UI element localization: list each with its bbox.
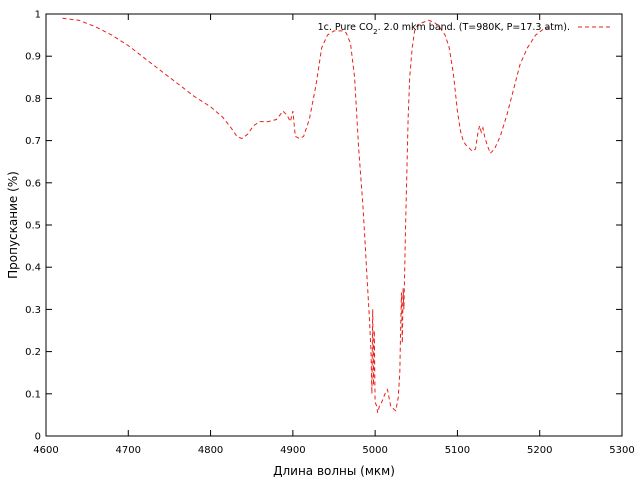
- y-tick-label: 0.5: [25, 221, 41, 232]
- y-tick-label: 0.7: [25, 136, 41, 147]
- y-tick-label: 0.3: [25, 305, 41, 316]
- legend: 1c. Pure CO2. 2.0 mkm band. (T=980K, P=1…: [318, 22, 612, 36]
- x-tick-label: 4600: [33, 445, 58, 456]
- legend-label-part-1: 1c. Pure CO: [318, 22, 374, 33]
- y-tick-label: 0.8: [25, 94, 41, 105]
- x-tick-label: 5100: [445, 445, 470, 456]
- legend-label: 1c. Pure CO2. 2.0 mkm band. (T=980K, P=1…: [318, 22, 570, 36]
- series-line: [62, 17, 550, 413]
- legend-label-subscript: 2: [373, 28, 377, 36]
- plot-frame: [45, 13, 623, 437]
- x-axis-ticks: 4600 4700 4800 4900 5000 5100 5200 5300: [33, 14, 635, 456]
- x-axis-title: Длина волны (мкм): [273, 464, 395, 478]
- x-tick-label: 5200: [527, 445, 552, 456]
- x-tick-label: 4800: [198, 445, 223, 456]
- x-tick-label: 4700: [116, 445, 141, 456]
- y-axis-title: Пропускание (%): [6, 171, 20, 279]
- x-tick-label: 4900: [280, 445, 305, 456]
- y-tick-label: 0.4: [25, 263, 41, 274]
- y-tick-label: 0.2: [25, 347, 41, 358]
- y-tick-label: 0.6: [25, 178, 41, 189]
- y-tick-label: 0.1: [25, 389, 41, 400]
- y-tick-label: 0: [35, 432, 41, 443]
- legend-label-part-2: . 2.0 mkm band. (T=980K, P=17.3 atm).: [378, 22, 570, 33]
- y-axis-ticks: 0 0.1 0.2 0.3 0.4 0.5 0.6 0.7 0.8 0.9 1: [25, 10, 622, 443]
- y-tick-label: 1: [35, 10, 41, 21]
- x-tick-label: 5000: [362, 445, 387, 456]
- x-tick-label: 5300: [609, 445, 634, 456]
- y-tick-label: 0.9: [25, 52, 41, 63]
